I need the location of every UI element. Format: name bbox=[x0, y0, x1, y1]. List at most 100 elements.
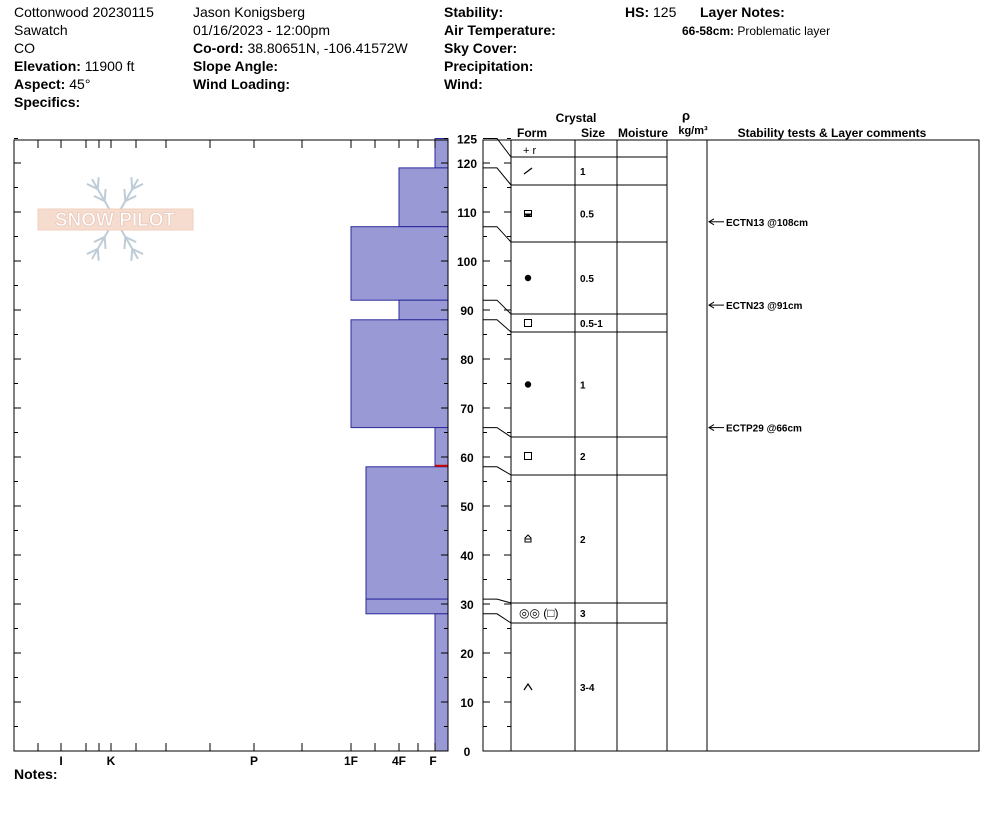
flake-branch bbox=[130, 177, 134, 190]
wind-field: Wind: bbox=[444, 76, 483, 92]
flake-branch bbox=[93, 194, 106, 202]
stability-test-arrowhead bbox=[708, 301, 715, 309]
logo-text: SNOW PILOT bbox=[55, 210, 176, 231]
depth-label: 0 bbox=[464, 745, 471, 759]
crystal-form-decomposing-icon bbox=[523, 167, 533, 175]
header-crystal: Crystal bbox=[556, 111, 597, 125]
stability-field: Stability: bbox=[444, 4, 504, 20]
stability-test-arrowhead bbox=[708, 424, 715, 432]
flake-branch bbox=[131, 247, 144, 255]
hardness-label: F bbox=[429, 754, 436, 768]
flake-branch bbox=[123, 189, 127, 202]
hardness-frame bbox=[13, 139, 449, 752]
layer-note: 66-58cm: Problematic layer bbox=[682, 24, 831, 38]
layer-connector bbox=[483, 427, 512, 438]
hardness-label: K bbox=[107, 754, 116, 768]
depth-label: 90 bbox=[460, 304, 474, 318]
crystal-form-mixed-icon: ◎◎ (□) bbox=[519, 606, 559, 620]
flake-branch bbox=[131, 183, 144, 191]
flake-branch bbox=[103, 189, 107, 202]
stability-test-label: ECTN13 @108cm bbox=[726, 218, 808, 229]
hardness-bar bbox=[398, 167, 449, 228]
notes-label: Notes: bbox=[14, 766, 58, 782]
layer-size: 0.5 bbox=[580, 274, 594, 285]
snowpilot-logo: SNOW PILOT bbox=[37, 177, 194, 261]
depth-label: 50 bbox=[460, 500, 474, 514]
layer-size: 1 bbox=[580, 167, 586, 178]
observer-name: Jason Konigsberg bbox=[193, 4, 306, 20]
hardness-label: 1F bbox=[344, 754, 358, 768]
layer-size: 0.5 bbox=[580, 210, 594, 221]
layer-connector bbox=[483, 613, 512, 624]
depth-label: 100 bbox=[457, 255, 477, 269]
header-comments: Stability tests & Layer comments bbox=[738, 126, 927, 140]
stability-test-arrowhead bbox=[708, 218, 715, 226]
crystal-form-depth-hoar-icon bbox=[524, 534, 532, 543]
crystal-form-facets-icon bbox=[524, 452, 532, 460]
flake-branch bbox=[123, 236, 127, 249]
hardness-bar bbox=[365, 466, 449, 600]
hardness-bar bbox=[350, 319, 449, 429]
layer-connector bbox=[483, 466, 512, 476]
depth-label: 40 bbox=[460, 549, 474, 563]
hardness-bar bbox=[434, 427, 449, 468]
layer-table-frame bbox=[482, 139, 980, 752]
flake-branch bbox=[86, 183, 99, 191]
crystal-form-rounds-icon bbox=[524, 381, 532, 388]
range-name: Sawatch bbox=[14, 22, 68, 38]
layer-size: 2 bbox=[580, 535, 586, 546]
precip-field: Precipitation: bbox=[444, 58, 534, 74]
stability-test-label: ECTP29 @66cm bbox=[726, 424, 802, 435]
slope-angle-field: Slope Angle: bbox=[193, 58, 279, 74]
depth-label: 80 bbox=[460, 353, 474, 367]
hardness-label: I bbox=[59, 754, 62, 768]
header-density-unit: kg/m³ bbox=[678, 125, 708, 137]
header-form: Form bbox=[517, 126, 547, 140]
header-size: Size bbox=[581, 126, 605, 140]
layer-size: 0.5-1 bbox=[580, 319, 603, 330]
air-temp-field: Air Temperature: bbox=[444, 22, 556, 38]
sky-cover-field: Sky Cover: bbox=[444, 40, 518, 56]
layer-connector bbox=[483, 226, 512, 243]
flake-branch bbox=[124, 194, 137, 202]
crystal-form-top-label: + r bbox=[523, 145, 536, 157]
layer-size: 3-4 bbox=[580, 683, 595, 694]
flake-branch bbox=[103, 236, 107, 249]
flake-branch bbox=[96, 248, 100, 261]
hardness-bar bbox=[350, 226, 449, 301]
crystal-form-rounding-faceted-fill bbox=[524, 213, 532, 217]
crystal-form-facets-icon bbox=[524, 319, 532, 327]
coord-field: Co-ord: 38.80651N, -106.41572W bbox=[193, 40, 408, 56]
hardness-label: 4F bbox=[392, 754, 406, 768]
layer-notes-label: Layer Notes: bbox=[700, 4, 785, 20]
hardness-label: P bbox=[250, 754, 258, 768]
elevation-field: Elevation: 11900 ft bbox=[14, 58, 135, 74]
stability-test-label: ECTN23 @91cm bbox=[726, 301, 803, 312]
layer-connector bbox=[483, 319, 512, 333]
specifics-field: Specifics: bbox=[14, 94, 81, 110]
depth-label: 125 bbox=[457, 133, 477, 147]
hardness-bar bbox=[365, 598, 449, 615]
hs-field: HS: 125 bbox=[625, 4, 677, 20]
flake-branch bbox=[130, 248, 134, 261]
layer-connector bbox=[483, 138, 512, 158]
hardness-bar bbox=[398, 299, 449, 321]
state-name: CO bbox=[14, 40, 35, 56]
depth-label: 70 bbox=[460, 402, 474, 416]
location-name: Cottonwood 20230115 bbox=[14, 4, 154, 20]
depth-label: 30 bbox=[460, 598, 474, 612]
depth-label: 120 bbox=[457, 157, 477, 171]
crystal-form-chevron-icon bbox=[523, 682, 533, 691]
layer-connector bbox=[483, 167, 512, 186]
layer-size: 3 bbox=[580, 609, 586, 620]
depth-label: 20 bbox=[460, 647, 474, 661]
flake-branch bbox=[96, 177, 100, 190]
depth-label: 10 bbox=[460, 696, 474, 710]
depth-label: 60 bbox=[460, 451, 474, 465]
layer-size: 1 bbox=[580, 381, 586, 392]
flake-branch bbox=[86, 247, 99, 255]
wind-loading-field: Wind Loading: bbox=[193, 76, 291, 92]
header-moisture: Moisture bbox=[618, 126, 668, 140]
aspect-field: Aspect: 45° bbox=[14, 76, 91, 92]
header-rho: ρ bbox=[682, 108, 690, 123]
